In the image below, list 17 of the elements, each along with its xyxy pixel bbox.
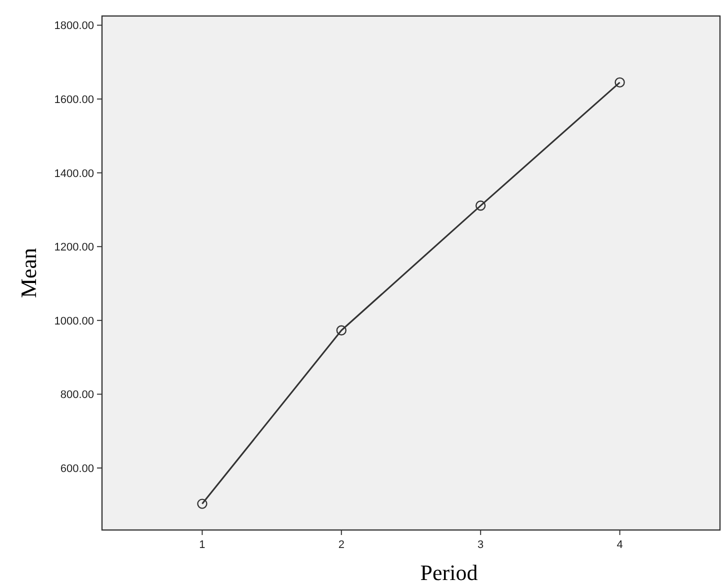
point (475, 200, 486, 211)
y-tick-label: 1000.00 (54, 315, 94, 328)
x-tick-label: 1 (199, 539, 206, 551)
y-tick-label: 1800.00 (54, 20, 94, 32)
point (197, 498, 208, 509)
x-tick-label: 4 (616, 539, 623, 551)
y-tick-label: 1400.00 (54, 168, 94, 180)
y-tick-label: 1600.00 (54, 94, 94, 106)
y-tick-label: 600.00 (60, 463, 94, 476)
y-tick-label: 1200.00 (54, 242, 94, 254)
y-axis-title: Mean (16, 248, 41, 298)
x-tick-label: 3 (478, 539, 484, 551)
x-tick-label: 2 (338, 539, 344, 551)
point (336, 325, 347, 336)
point (614, 77, 625, 88)
y-tick-label: 800.00 (60, 389, 94, 402)
x-axis-title: Period (420, 560, 478, 584)
